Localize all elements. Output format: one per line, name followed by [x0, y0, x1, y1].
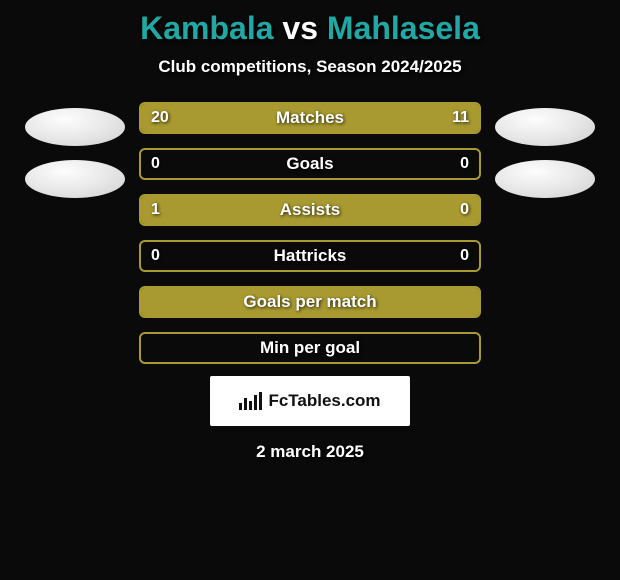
stat-row: 00Goals	[139, 148, 481, 180]
player2-avatar	[495, 108, 595, 146]
player2-team-badge	[495, 160, 595, 198]
stat-row: 2011Matches	[139, 102, 481, 134]
player1-name: Kambala	[140, 10, 273, 46]
player2-col	[495, 108, 595, 198]
source-badge-text: FcTables.com	[268, 391, 380, 411]
stat-row: 00Hattricks	[139, 240, 481, 272]
stat-label: Goals	[141, 150, 479, 178]
player1-team-badge	[25, 160, 125, 198]
stat-label: Assists	[141, 196, 479, 224]
player2-name: Mahlasela	[327, 10, 480, 46]
comparison-title: Kambala vs Mahlasela	[10, 10, 610, 47]
vs-label: vs	[282, 10, 318, 46]
bar-chart-icon	[239, 392, 262, 410]
subtitle: Club competitions, Season 2024/2025	[10, 57, 610, 77]
date-label: 2 march 2025	[10, 442, 610, 462]
comparison-card: Kambala vs Mahlasela Club competitions, …	[0, 0, 620, 462]
source-badge: FcTables.com	[210, 376, 410, 426]
stats-bars: 2011Matches 00Goals 10Assists 00Hattricks Go…	[139, 102, 481, 364]
stat-label: Min per goal	[141, 334, 479, 362]
stat-row: Min per goal	[139, 332, 481, 364]
player1-avatar	[25, 108, 125, 146]
stat-label: Hattricks	[141, 242, 479, 270]
stats-area: 2011Matches 00Goals 10Assists 00Hattricks Go…	[10, 102, 610, 364]
stat-row: Goals per match	[139, 286, 481, 318]
stat-row: 10Assists	[139, 194, 481, 226]
stat-label: Matches	[141, 104, 479, 132]
stat-label: Goals per match	[141, 288, 479, 316]
player1-col	[25, 108, 125, 198]
